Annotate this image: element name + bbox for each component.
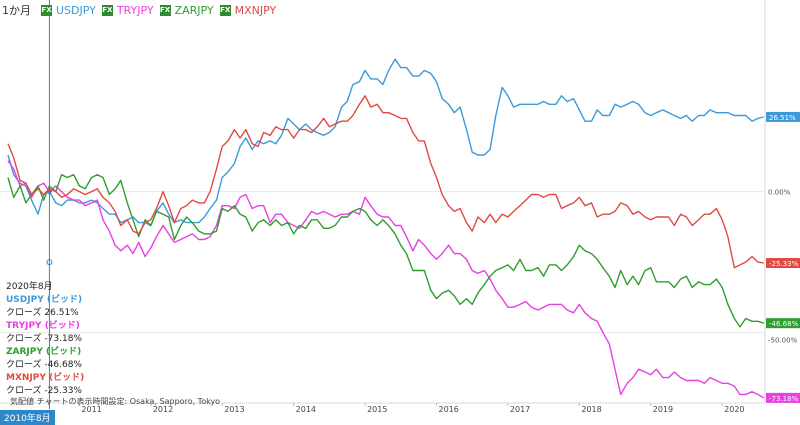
y-tick-label: 0.00% <box>768 189 791 197</box>
y-tick-label: -50.00% <box>768 337 798 345</box>
info-tryjpy-value: クローズ -73.18% <box>6 334 82 344</box>
x-tick-label: 2014 <box>296 405 316 414</box>
info-mxnjpy-name: MXNJPY (ビッド) <box>6 373 85 383</box>
last-value-label: -73.18% <box>769 395 799 403</box>
x-tick-label: 2013 <box>224 405 244 414</box>
x-tick-label: 2012 <box>153 405 173 414</box>
x-tick-label: 2017 <box>510 405 530 414</box>
info-zarjpy-name: ZARJPY (ビッド) <box>6 347 82 357</box>
last-value-badge-mxnjpy: -25.33% <box>766 258 800 269</box>
legend: 1か月 FX USDJPY FX TRYJPY FX ZARJPY FX MXN… <box>2 2 276 18</box>
x-tick-label: 2018 <box>581 405 601 414</box>
last-value-label: -25.33% <box>769 260 799 268</box>
legend-usdjpy[interactable]: USDJPY <box>56 3 96 17</box>
footer-note: 気配値 チャートの表示時間設定: Osaka, Sapporo, Tokyo <box>10 397 221 406</box>
info-zarjpy-value: クローズ -46.68% <box>6 360 82 370</box>
fx-badge-mxnjpy: FX <box>219 4 231 16</box>
series-line-usdjpy <box>7 58 764 227</box>
series-line-mxnjpy <box>7 95 764 269</box>
info-usdjpy-name: USDJPY (ビッド) <box>6 295 83 305</box>
fx-badge-zarjpy: FX <box>159 4 171 16</box>
x-tick-label: 2011 <box>81 405 101 414</box>
legend-tryjpy[interactable]: TRYJPY <box>116 3 154 17</box>
x-tick-label: 2020 <box>724 405 744 414</box>
x-tick-label: 2016 <box>438 405 458 414</box>
info-panel: 2020年8月 USDJPY (ビッド) クローズ 26.51% TRYJPY … <box>6 281 84 398</box>
fx-badge-usdjpy: FX <box>41 4 52 16</box>
info-mxnjpy-value: クローズ -25.33% <box>6 386 82 396</box>
cursor-date-label: 2010年8月 <box>0 410 55 425</box>
interval-selector[interactable]: 1か月 <box>2 4 31 17</box>
legend-mxnjpy[interactable]: MXNJPY <box>234 3 277 17</box>
series-line-zarjpy <box>7 174 764 328</box>
last-value-bg <box>766 258 800 269</box>
last-value-bg <box>766 392 800 403</box>
last-value-label: 26.51% <box>769 114 796 122</box>
fx-badge-tryjpy: FX <box>101 4 113 16</box>
last-value-label: -46.68% <box>769 320 799 328</box>
last-value-bg <box>766 111 800 122</box>
x-tick-label: 2015 <box>367 405 387 414</box>
info-tryjpy-name: TRYJPY (ビッド) <box>6 321 80 331</box>
last-value-badge-tryjpy: -73.18% <box>766 392 800 403</box>
x-tick-label: 2019 <box>653 405 673 414</box>
info-date: 2020年8月 <box>6 282 53 292</box>
crosshair-marker <box>46 259 53 266</box>
info-usdjpy-value: クローズ 26.51% <box>6 308 79 318</box>
last-value-bg <box>766 318 800 329</box>
series-line-tryjpy <box>7 160 764 399</box>
last-value-badge-usdjpy: 26.51% <box>766 111 800 122</box>
last-value-badge-zarjpy: -46.68% <box>766 318 800 329</box>
legend-zarjpy[interactable]: ZARJPY <box>174 3 214 17</box>
